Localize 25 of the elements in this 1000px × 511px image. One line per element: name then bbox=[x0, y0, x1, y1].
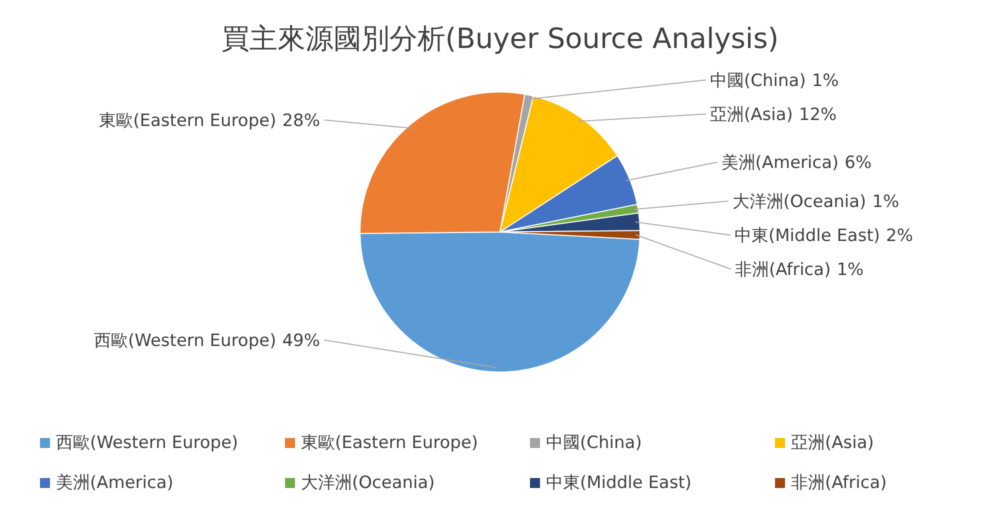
category-label: 西歐(Western Europe) bbox=[94, 331, 276, 351]
legend-label: 美洲(America) bbox=[56, 473, 174, 493]
legend-label: 亞洲(Asia) bbox=[791, 433, 874, 453]
category-label: 亞洲(Asia) bbox=[710, 105, 793, 125]
value-label: 6% bbox=[844, 153, 872, 174]
category-label: 大洋洲(Oceania) bbox=[732, 192, 866, 212]
category-label: 中東(Middle East) bbox=[734, 226, 880, 246]
category-label: 中國(China) bbox=[710, 71, 806, 91]
value-label: 1% bbox=[872, 192, 900, 212]
category-label: 非洲(Africa) bbox=[734, 260, 831, 280]
chart-title: 買主來源國別分析(Buyer Source Analysis) bbox=[221, 22, 779, 55]
value-label: 28% bbox=[282, 111, 320, 131]
legend-label: 中國(China) bbox=[546, 433, 642, 453]
legend-label: 中東(Middle East) bbox=[546, 473, 692, 493]
value-label: 1% bbox=[836, 260, 864, 280]
value-label: 2% bbox=[886, 226, 913, 246]
legend-label: 西歐(Western Europe) bbox=[56, 433, 238, 453]
legend-label: 東歐(Eastern Europe) bbox=[301, 433, 478, 453]
value-label: 49% bbox=[282, 331, 320, 351]
value-label: 1% bbox=[812, 71, 839, 91]
legend-label: 大洋洲(Oceania) bbox=[301, 473, 435, 493]
value-label: 12% bbox=[798, 105, 837, 125]
legend-label: 非洲(Africa) bbox=[791, 473, 887, 493]
category-label: 美洲(America) bbox=[721, 153, 839, 174]
category-label: 東歐(Eastern Europe) bbox=[99, 111, 276, 131]
